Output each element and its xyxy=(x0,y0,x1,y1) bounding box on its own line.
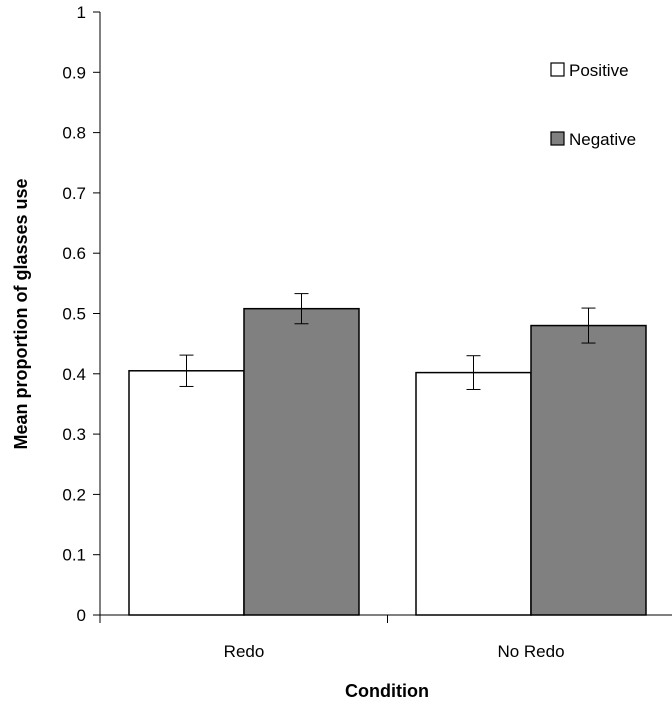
legend-label-negative: Negative xyxy=(569,130,636,149)
legend-label-positive: Positive xyxy=(569,61,629,80)
y-axis: 0 0.1 0.2 0.3 0.4 0.5 0.6 0.7 0.8 0.9 1 xyxy=(62,3,101,625)
error-bars xyxy=(179,293,596,390)
bar-negative-redo xyxy=(243,307,360,616)
y-tick-label: 0.6 xyxy=(62,244,86,263)
bar-negative-no-redo xyxy=(530,324,647,616)
bars xyxy=(128,307,647,616)
y-tick-label: 0.1 xyxy=(62,546,86,565)
x-axis-title: Condition xyxy=(345,681,429,701)
bar-positive-redo xyxy=(128,370,245,616)
bar-positive-no-redo xyxy=(415,371,532,616)
y-tick-label: 0.7 xyxy=(62,184,86,203)
y-tick-label: 0.3 xyxy=(62,425,86,444)
legend-swatch-negative xyxy=(550,131,565,146)
y-tick-label: 0.9 xyxy=(62,63,86,82)
x-tick-label: Redo xyxy=(224,642,265,661)
legend-swatch-positive xyxy=(550,62,565,77)
legend: Positive Negative xyxy=(550,61,636,149)
x-axis: Redo No Redo xyxy=(99,614,672,661)
y-tick-label: 1 xyxy=(77,3,86,22)
y-tick-label: 0.8 xyxy=(62,124,86,143)
y-tick-label: 0.4 xyxy=(62,365,86,384)
x-tick-label: No Redo xyxy=(497,642,564,661)
y-tick-label: 0.2 xyxy=(62,485,86,504)
y-axis-title: Mean proportion of glasses use xyxy=(11,178,31,449)
y-tick-label: 0 xyxy=(77,606,86,625)
y-tick-label: 0.5 xyxy=(62,305,86,324)
